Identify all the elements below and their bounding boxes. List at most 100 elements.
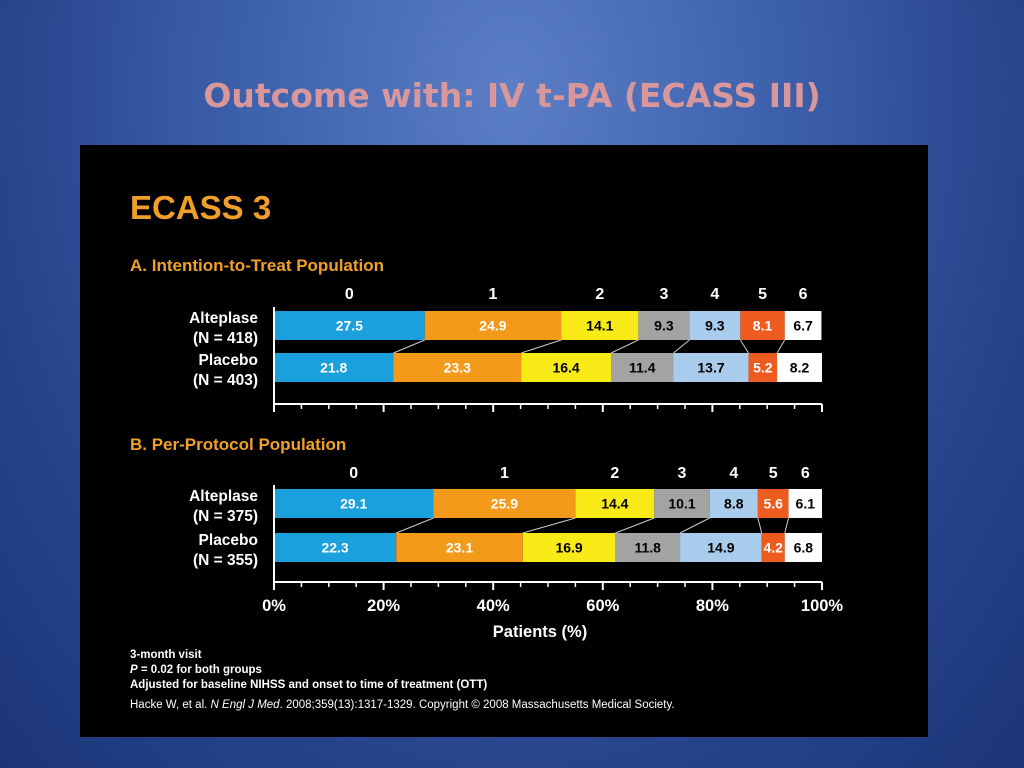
pp-group-name: Alteplase [189,488,258,505]
itt-connector-line [610,339,639,354]
itt-group-n: (N = 403) [193,372,258,389]
pp-segment-value-label: 11.8 [634,540,661,556]
footnote-pvalue: P = 0.02 for both groups [130,663,262,678]
pp-bar-segment [615,533,681,562]
pp-x-tick-label: 0% [262,597,286,615]
itt-segment-value-label: 11.4 [629,360,656,376]
itt-category-label: 4 [710,286,719,303]
itt-connector-line [739,339,749,354]
itt-segment-value-label: 5.2 [753,360,773,376]
citation-post: . 2008;359(13):1317-1329. Copyright © 20… [279,699,675,711]
pp-category-label: 3 [678,465,687,482]
pp-x-tick-label: 20% [367,597,400,615]
pp-category-label: 2 [610,465,619,482]
itt-bar-segment [521,353,612,382]
pp-segment-value-label: 14.4 [601,496,628,512]
pp-x-axis-title: Patients (%) [493,623,587,641]
pp-x-tick-label: 100% [801,597,844,615]
pp-bar-segment [575,489,655,518]
panel-a-title: A. Intention-to-Treat Population [130,256,385,275]
pp-group-n: (N = 375) [193,508,258,525]
itt-category-label: 2 [595,286,604,303]
panel-b-title: B. Per-Protocol Population [130,435,347,454]
footnote-p-italic: P [130,664,138,676]
pp-bar-segment [654,489,710,518]
pp-segment-value-label: 22.3 [321,540,348,556]
itt-segment-value-label: 23.3 [444,360,471,376]
itt-bar-segment [740,311,785,340]
pp-segment-value-label: 6.1 [796,496,816,512]
itt-bar-segment [673,353,749,382]
itt-bar-segment [689,311,741,340]
pp-connector-line [757,517,763,534]
itt-bar-segment [748,353,778,382]
pp-category-label: 6 [801,465,810,482]
itt-connector-line [520,339,562,354]
itt-group-name: Placebo [199,352,258,369]
ecass3-figure: ECASS 3 A. Intention-to-Treat Population… [80,145,928,737]
pp-segment-value-label: 5.6 [763,496,783,512]
itt-segment-value-label: 9.3 [705,318,725,334]
pp-segment-value-label: 10.1 [668,496,695,512]
pp-connector-line [615,517,655,534]
pp-connector-line [679,517,710,534]
itt-connector-line [393,339,425,354]
itt-segment-value-label: 24.9 [479,318,506,334]
pp-group-name: Placebo [199,532,258,549]
itt-bar-segment [274,311,425,340]
pp-bar-segment [274,489,434,518]
pp-segment-value-label: 4.2 [763,540,783,556]
itt-segment-value-label: 14.1 [586,318,613,334]
figure-title: ECASS 3 [130,189,272,226]
pp-segment-value-label: 14.9 [707,540,734,556]
pp-segment-value-label: 29.1 [340,496,367,512]
pp-category-label: 1 [500,465,509,482]
itt-bar-segment [777,353,822,382]
itt-bar-segment [784,311,822,340]
citation-journal: N Engl J Med [210,699,280,711]
pp-bar-segment [761,533,785,562]
pp-segment-value-label: 16.9 [555,540,582,556]
footnote-visit: 3-month visit [130,649,202,661]
pp-x-tick-label: 60% [586,597,619,615]
itt-segment-value-label: 21.8 [320,360,347,376]
itt-category-label: 3 [659,286,668,303]
itt-category-label: 1 [488,286,497,303]
citation-pre: Hacke W, et al. [130,699,211,711]
footnote-citation: Hacke W, et al. N Engl J Med. 2008;359(1… [130,698,675,713]
pp-segment-value-label: 6.8 [794,540,814,556]
itt-segment-value-label: 9.3 [654,318,674,334]
pp-bar-segment [757,489,789,518]
footnote-adjusted: Adjusted for baseline NIHSS and onset to… [130,679,488,691]
itt-bar-segment [561,311,639,340]
itt-segment-value-label: 8.1 [753,318,773,334]
pp-connector-line [784,517,790,534]
itt-bar-segment [638,311,690,340]
pp-bar-segment [396,533,523,562]
itt-group-name: Alteplase [189,310,258,327]
itt-bar-segment [424,311,562,340]
itt-category-label: 6 [799,286,808,303]
pp-segment-value-label: 25.9 [491,496,518,512]
pp-category-label: 0 [349,465,358,482]
itt-bar-segment [611,353,674,382]
itt-connector-line [776,339,786,354]
itt-bar-segment [274,353,394,382]
stacked-bar-chart: 0 1 2 3 4 5 6 27.5 24.9 14.1 9.3 9.3 8.1 6.7 Alteplase… [189,286,844,641]
itt-category-label: 5 [758,286,767,303]
pp-bar-segment [274,533,397,562]
pp-bar-segment [709,489,758,518]
slide-title: Outcome with: IV t-PA (ECASS III) [203,76,821,115]
pp-connector-line [522,517,576,534]
pp-group-n: (N = 355) [193,552,258,569]
pp-bar-segment [784,533,822,562]
pp-x-tick-label: 40% [477,597,510,615]
itt-segment-value-label: 27.5 [336,318,363,334]
itt-group-n: (N = 418) [193,330,258,347]
pp-bar-segment [680,533,762,562]
itt-bar-segment [393,353,522,382]
pp-category-label: 4 [729,465,738,482]
itt-connector-line [673,339,690,354]
itt-segment-value-label: 8.2 [790,360,810,376]
pp-bar-segment [433,489,576,518]
